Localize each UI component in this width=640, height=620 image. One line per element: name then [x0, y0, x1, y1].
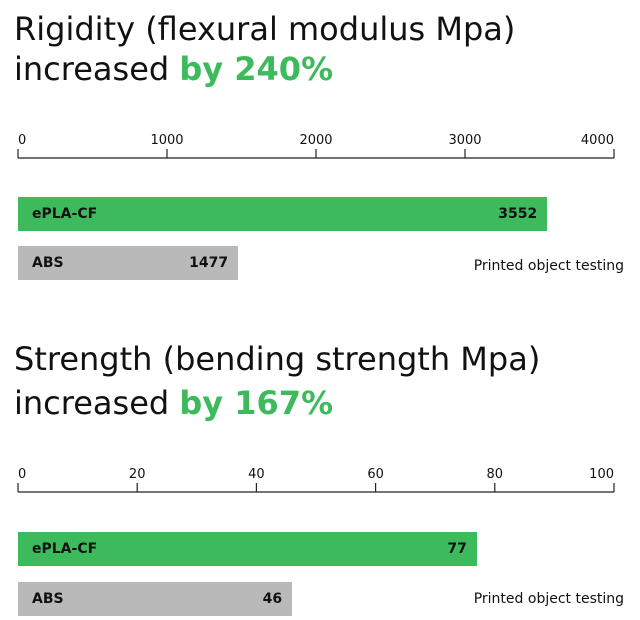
bar-label: ePLA-CF: [32, 541, 98, 557]
tick-label: 80: [487, 467, 504, 482]
subtitle-highlight: by 240%: [179, 50, 334, 88]
testing-note: Printed object testing: [473, 258, 624, 274]
bar-value-label: 3552: [498, 206, 538, 222]
tick-label: 2000: [299, 133, 332, 148]
tick-label: 20: [129, 467, 146, 482]
subtitle-highlight: by 167%: [179, 384, 334, 422]
strength-chart: Strength (bending strength Mpa) increase…: [0, 330, 640, 620]
chart-subtitle: increased by 167%: [14, 378, 333, 428]
bar-value-label: 1477: [189, 255, 229, 271]
subtitle-prefix: increased: [14, 384, 180, 422]
chart-subtitle: increased by 240%: [14, 44, 333, 94]
bar-abs: ABS 46: [18, 582, 293, 616]
tick-label: 4000: [581, 133, 614, 148]
tick-label: 0: [18, 467, 26, 482]
tick-label: 40: [248, 467, 265, 482]
bar-epla-cf: ePLA-CF 77: [18, 532, 477, 566]
chart-title: Strength (bending strength Mpa): [14, 334, 540, 384]
bar-label: ABS: [32, 255, 64, 271]
rigidity-chart: Rigidity (flexural modulus Mpa) increase…: [14, 4, 624, 280]
bar-label: ABS: [32, 591, 64, 607]
tick-label: 1000: [150, 133, 183, 148]
tick-label: 0: [18, 133, 26, 148]
subtitle-prefix: increased: [14, 50, 180, 88]
tick-label: 60: [367, 467, 384, 482]
chart-title: Rigidity (flexural modulus Mpa): [14, 4, 515, 54]
bar-value-label: 77: [447, 541, 467, 557]
tick-label: 3000: [448, 133, 481, 148]
testing-note: Printed object testing: [473, 591, 624, 607]
bar-epla-cf: ePLA-CF 3552: [18, 197, 548, 231]
x-axis: 0 20 40 60 80 100: [17, 467, 615, 493]
chart-title-text: Rigidity (flexural modulus Mpa): [14, 10, 516, 48]
chart-title-text: Strength (bending strength Mpa): [14, 340, 541, 378]
x-axis: 0 1000 2000 3000 4000: [17, 133, 615, 159]
bar-abs: ABS 1477: [18, 246, 239, 280]
bar-value-label: 46: [262, 591, 283, 607]
bar-label: ePLA-CF: [32, 206, 98, 222]
tick-label: 100: [589, 467, 614, 482]
